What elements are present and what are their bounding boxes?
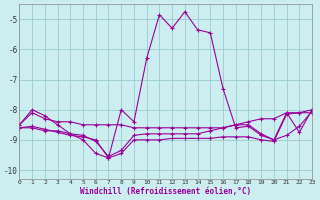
X-axis label: Windchill (Refroidissement éolien,°C): Windchill (Refroidissement éolien,°C) [80, 187, 251, 196]
